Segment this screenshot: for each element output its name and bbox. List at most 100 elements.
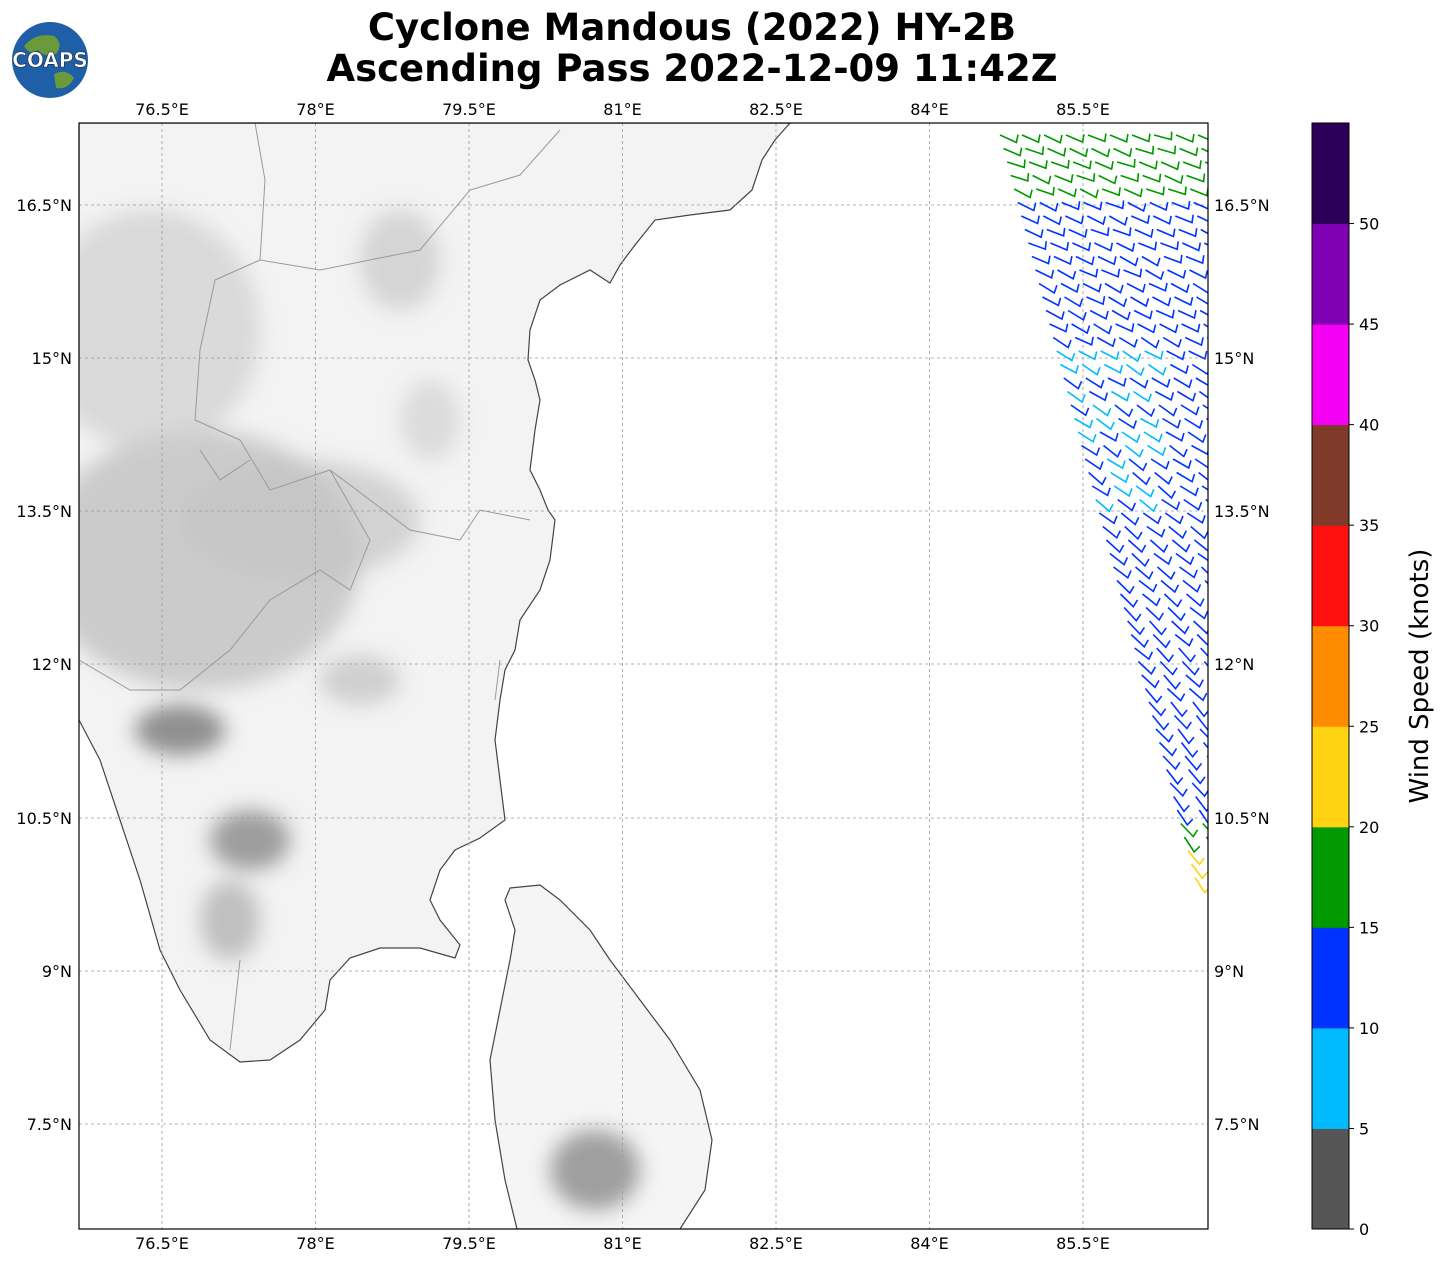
wind-barb bbox=[1127, 620, 1146, 636]
coaps-logo: COAPS bbox=[12, 22, 88, 98]
wind-barb bbox=[1209, 513, 1227, 523]
wind-barb bbox=[1196, 296, 1208, 305]
wind-barb bbox=[1061, 201, 1081, 211]
wind-barb bbox=[1137, 660, 1157, 676]
wind-barb bbox=[1199, 728, 1208, 739]
wind-barb bbox=[1211, 770, 1228, 784]
wind-barb bbox=[1175, 133, 1195, 144]
wind-barb bbox=[1205, 836, 1208, 841]
wind-barb bbox=[1207, 674, 1208, 677]
wind-barb bbox=[1156, 228, 1176, 238]
wind-barb bbox=[1145, 269, 1165, 281]
wind-barb bbox=[1132, 471, 1151, 486]
wind-barb bbox=[1028, 241, 1047, 251]
wind-barb bbox=[1052, 336, 1072, 349]
wind-barb bbox=[1109, 133, 1129, 144]
wind-barb bbox=[1204, 579, 1208, 585]
wind-barb bbox=[1163, 674, 1181, 690]
wind-barb bbox=[1195, 796, 1208, 813]
wind-barb bbox=[1112, 227, 1132, 237]
wind-barb bbox=[1123, 268, 1143, 278]
colorbar-segment bbox=[1312, 525, 1349, 627]
wind-barb bbox=[1184, 417, 1204, 430]
wind-barb bbox=[1069, 147, 1089, 158]
colorbar-segment bbox=[1312, 1128, 1349, 1230]
wind-barb bbox=[1162, 336, 1182, 348]
wind-barb bbox=[1120, 173, 1140, 183]
wind-barb bbox=[1064, 296, 1084, 308]
wind-barb bbox=[1179, 485, 1199, 497]
wind-barb bbox=[1182, 579, 1202, 593]
wind-barb bbox=[1126, 282, 1146, 293]
land-india bbox=[79, 123, 791, 1063]
wind-barb bbox=[1098, 512, 1118, 525]
wind-barb bbox=[1180, 404, 1200, 416]
wind-barb bbox=[1010, 172, 1030, 182]
wind-barb bbox=[1020, 215, 1040, 225]
title-line-1: Cyclone Mandous (2022) HY-2B bbox=[367, 6, 1017, 49]
wind-barb bbox=[1063, 377, 1083, 390]
wind-barb bbox=[1165, 431, 1185, 442]
colorbar-segment bbox=[1312, 625, 1349, 727]
wind-barb bbox=[1035, 186, 1055, 196]
wind-barb bbox=[1152, 633, 1171, 649]
wind-barb bbox=[1145, 186, 1165, 196]
wind-barb bbox=[1186, 173, 1206, 183]
lon-ticks-bottom: 76.5°E 78°E 79.5°E 81°E 82.5°E 84°E 85.5… bbox=[135, 1234, 1110, 1253]
wind-barb bbox=[1176, 390, 1197, 402]
wind-barb bbox=[1091, 147, 1111, 158]
wind-barb bbox=[1198, 809, 1208, 825]
wind-barb bbox=[1157, 145, 1177, 155]
wind-barb bbox=[1192, 282, 1208, 294]
wind-barb bbox=[1153, 131, 1173, 141]
wind-barb bbox=[1072, 160, 1092, 170]
wind-barb bbox=[1114, 404, 1134, 418]
wind-barb bbox=[1116, 579, 1135, 595]
lon-tick: 82.5°E bbox=[749, 1234, 803, 1253]
wind-barb bbox=[1127, 539, 1147, 554]
wind-barb bbox=[1128, 458, 1148, 472]
wind-barb bbox=[1147, 444, 1167, 457]
wind-barb bbox=[1171, 620, 1190, 635]
wind-barb bbox=[1158, 404, 1178, 417]
lat-tick: 12°N bbox=[32, 655, 72, 674]
colorbar-segment bbox=[1312, 927, 1349, 1029]
wind-barb bbox=[1094, 161, 1114, 171]
colorbar-frame bbox=[1311, 122, 1350, 1230]
wind-barb bbox=[1094, 242, 1114, 252]
wind-barb bbox=[1210, 851, 1226, 865]
lon-tick: 84°E bbox=[910, 100, 948, 119]
wind-barb bbox=[1106, 458, 1126, 470]
wind-barb bbox=[1153, 552, 1173, 566]
colorbar-tick-label: 35 bbox=[1359, 516, 1379, 535]
wind-barb bbox=[1164, 174, 1184, 185]
wind-barb bbox=[1184, 755, 1203, 771]
wind-barb bbox=[1113, 147, 1133, 158]
wind-barb bbox=[1115, 323, 1135, 333]
lat-tick: 13.5°N bbox=[1214, 502, 1270, 521]
wind-barb bbox=[1049, 323, 1069, 333]
lon-tick: 82.5°E bbox=[749, 100, 803, 119]
wind-barb bbox=[1167, 606, 1186, 622]
wind-barb bbox=[1199, 309, 1208, 316]
wind-barb bbox=[1148, 282, 1168, 292]
map-area bbox=[79, 123, 1208, 1229]
wind-barb bbox=[1121, 431, 1141, 444]
wind-barb bbox=[1135, 145, 1155, 155]
wind-barb bbox=[1116, 242, 1136, 253]
lon-tick: 78°E bbox=[296, 1234, 334, 1253]
colorbar: 0 5 10 15 20 25 30 35 40 45 50 bbox=[1311, 122, 1379, 1239]
wind-barb bbox=[1190, 863, 1208, 880]
lat-ticks-right: 16.5°N 15°N 13.5°N 12°N 10.5°N 9°N 7.5°N bbox=[1214, 196, 1270, 1134]
wind-barb bbox=[1013, 188, 1033, 199]
wind-barb bbox=[1179, 566, 1198, 579]
wind-barb bbox=[1181, 660, 1200, 676]
lat-tick: 9°N bbox=[42, 962, 72, 981]
wind-barb bbox=[1149, 539, 1169, 554]
wind-barb bbox=[1158, 741, 1178, 757]
wind-barb bbox=[1125, 363, 1145, 377]
wind-barb bbox=[1191, 444, 1208, 456]
wind-barb bbox=[1160, 579, 1180, 594]
wind-barb bbox=[1175, 552, 1195, 566]
wind-barb bbox=[1132, 390, 1152, 403]
